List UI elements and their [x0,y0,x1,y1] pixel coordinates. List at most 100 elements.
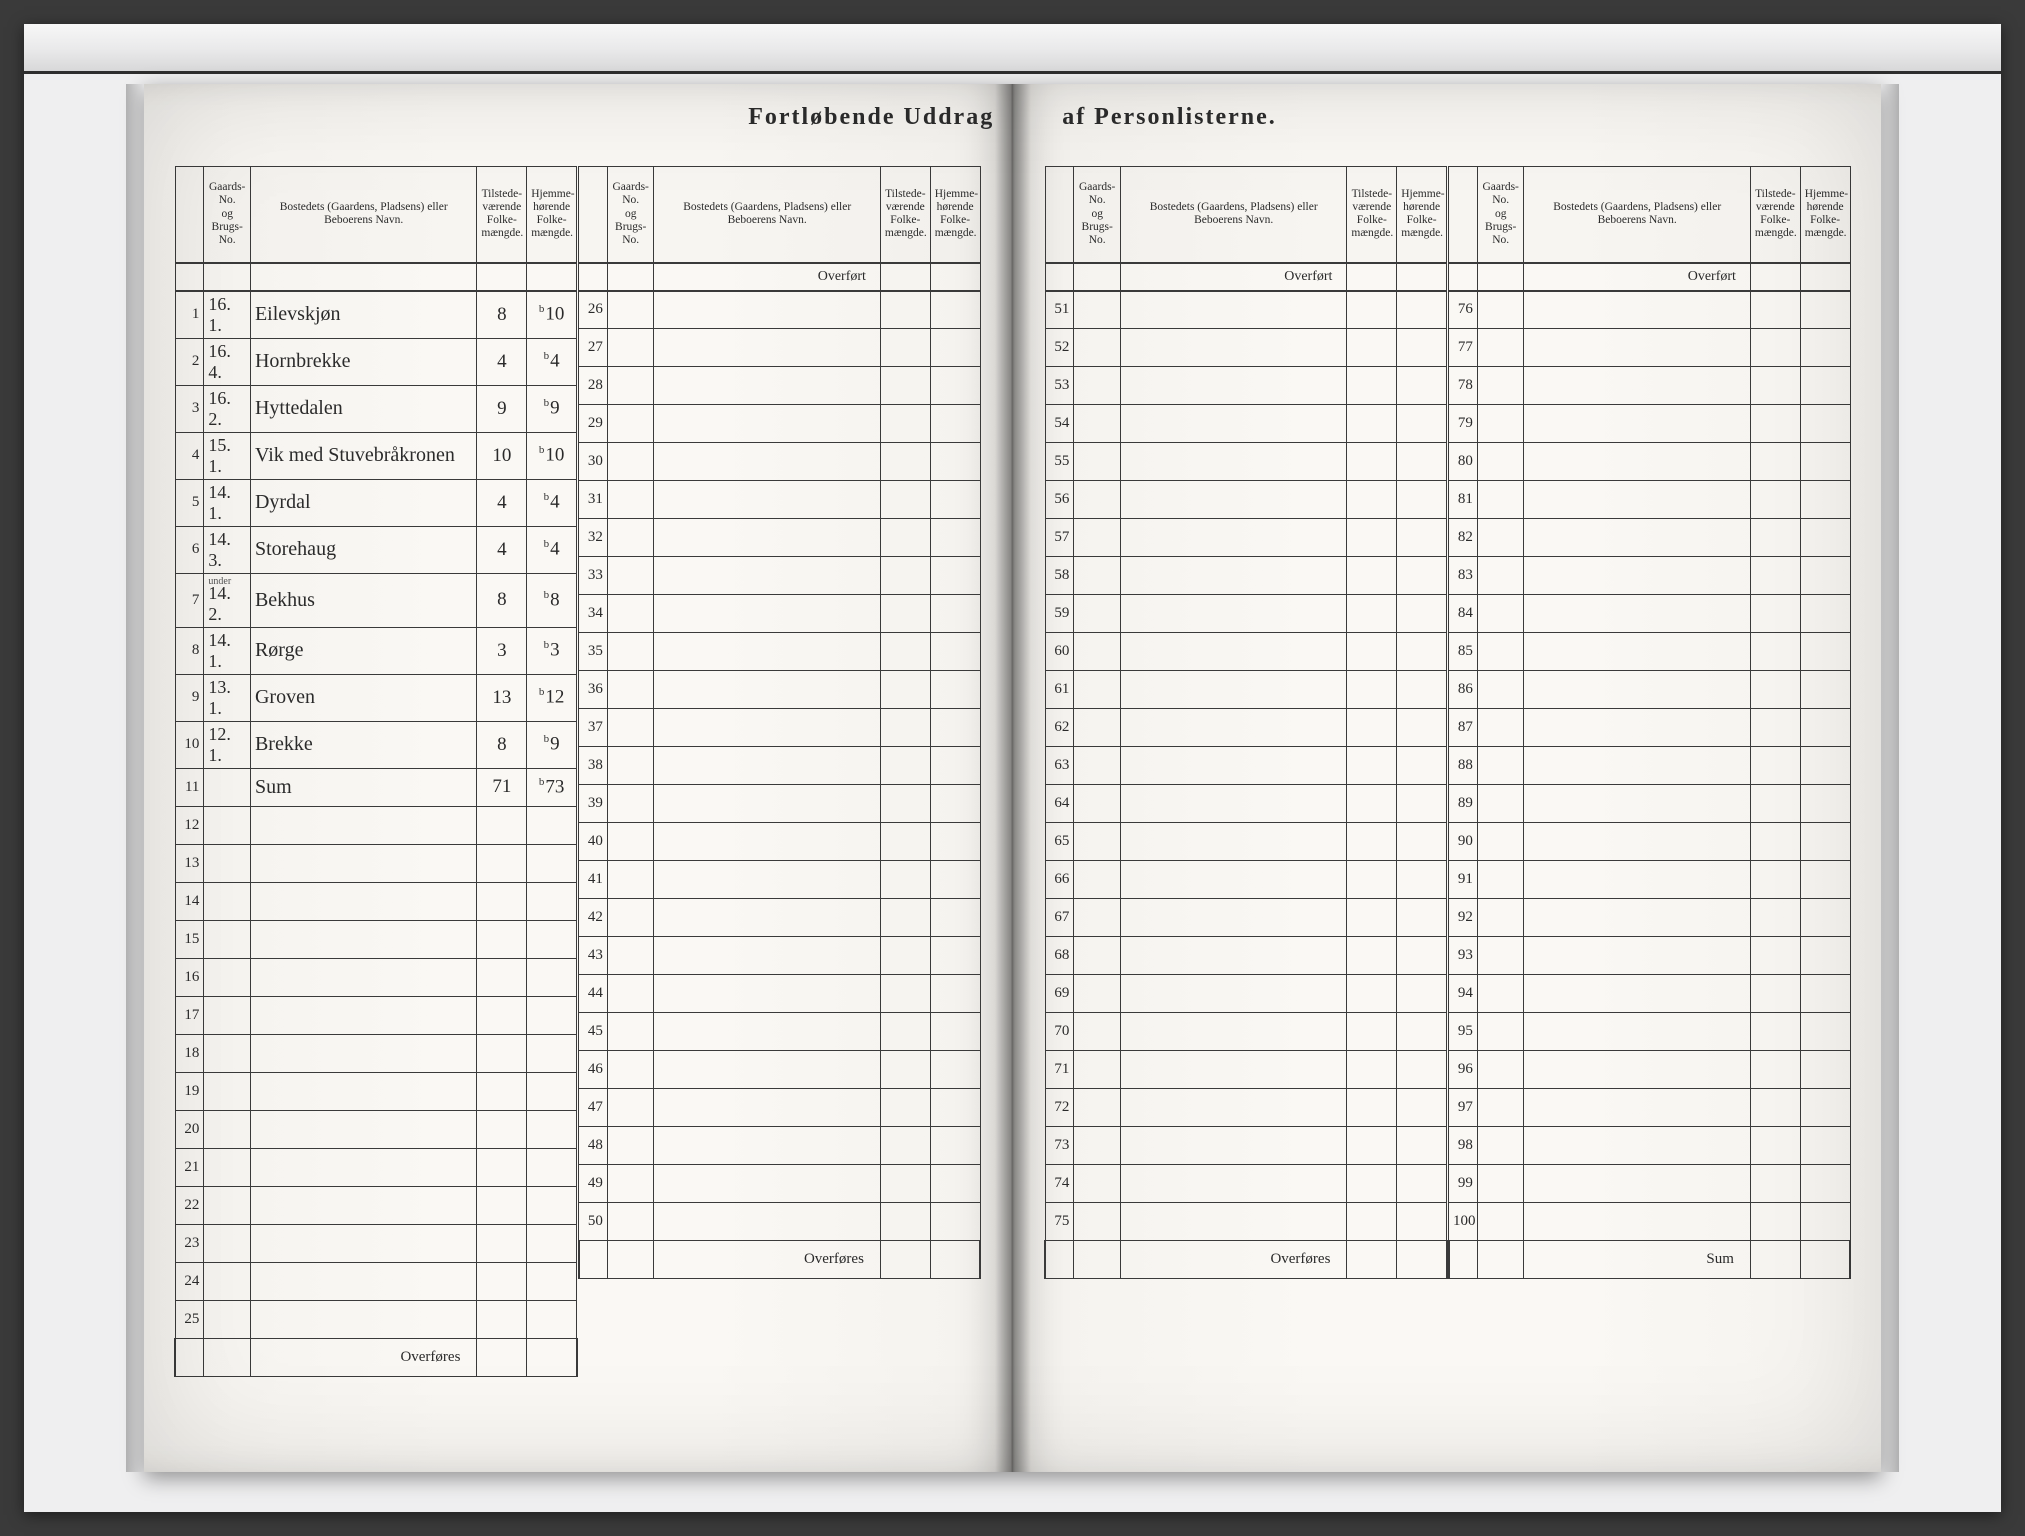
cell-gard [1477,1203,1524,1241]
overfort-row: Overført [1045,263,1447,291]
table-row: 116. 1.Eilevskjøn8b10 [175,291,577,339]
cell-name [1524,405,1750,443]
cell-gard: 14. 1. [204,627,251,674]
cell-name [1120,899,1346,937]
cell-no: 10 [175,721,204,768]
cell-no: 8 [175,627,204,674]
table-row: 514. 1.Dyrdal4b4 [175,479,577,526]
footer-label: Overføres [654,1241,880,1279]
cell-hjemme [1397,291,1447,329]
cell-name [1120,329,1346,367]
cell-hjemme [930,1165,980,1203]
cell-no: 4 [175,432,204,479]
cell-hjemme [527,920,577,958]
cell-hjemme [1397,443,1447,481]
cell-no: 11 [175,768,204,806]
cell-hjemme [930,633,980,671]
cell-tilstede [1347,1013,1397,1051]
cell-name [250,882,476,920]
cell-no: 74 [1045,1165,1074,1203]
cell-no: 48 [579,1127,608,1165]
cell-no: 37 [579,709,608,747]
cell-name [654,519,880,557]
cell-hjemme [1800,557,1850,595]
cell-no: 79 [1449,405,1478,443]
cell-gard [607,937,654,975]
cell-hjemme [1397,861,1447,899]
table-row: 83 [1449,557,1851,595]
cell-gard [607,291,654,329]
cell-tilstede [1347,481,1397,519]
ledger-table: Personliste- ns No.Gaards-No.ogBrugs-No.… [1448,166,1852,1279]
cell-no: 67 [1045,899,1074,937]
cell-name [654,443,880,481]
cell-no: 23 [175,1224,204,1262]
col-tilstede: Tilstede-værendeFolke-mængde. [1347,167,1397,263]
col-hjemme: Hjemme-hørendeFolke-mængde. [1800,167,1850,263]
table-row: 11Sum71b73 [175,768,577,806]
cell-hjemme [1397,709,1447,747]
cell-name [1524,329,1750,367]
cell-gard [607,633,654,671]
cell-tilstede [1750,1089,1800,1127]
cell-name [1120,747,1346,785]
cell-hjemme [1397,329,1447,367]
cell-gard: 14. 3. [204,526,251,573]
cell-hjemme [930,975,980,1013]
table-row: 95 [1449,1013,1851,1051]
cell-no: 78 [1449,367,1478,405]
table-row: 21 [175,1148,577,1186]
table-row: 73 [1045,1127,1447,1165]
table-row: 42 [579,899,981,937]
cell-name [1524,1051,1750,1089]
overfort-row [175,263,577,291]
cell-tilstede: 9 [477,385,527,432]
cell-tilstede [477,1148,527,1186]
table-row: 61 [1045,671,1447,709]
table-row: 20 [175,1110,577,1148]
cell-gard [204,844,251,882]
cell-no: 13 [175,844,204,882]
cell-gard [1477,519,1524,557]
cell-tilstede [477,920,527,958]
cell-hjemme [1800,671,1850,709]
cell-name [250,806,476,844]
cell-name [1120,975,1346,1013]
cell-hjemme [1800,405,1850,443]
cell-gard [1074,747,1121,785]
cell-name [1524,899,1750,937]
cell-hjemme [930,367,980,405]
cell-gard [607,1051,654,1089]
cell-gard [1074,1013,1121,1051]
cell-tilstede [880,633,930,671]
cell-hjemme [1397,1089,1447,1127]
cell-no: 14 [175,882,204,920]
cell-gard [607,405,654,443]
cell-hjemme [527,1148,577,1186]
cell-gard [1477,747,1524,785]
cell-gard: 15. 1. [204,432,251,479]
cell-name [250,996,476,1034]
cell-name [1524,747,1750,785]
table-row: 77 [1449,329,1851,367]
cell-no: 65 [1045,823,1074,861]
cell-no: 99 [1449,1165,1478,1203]
cell-gard [204,882,251,920]
table-row: 27 [579,329,981,367]
cell-hjemme [527,958,577,996]
cell-no: 82 [1449,519,1478,557]
col-personliste-no: Personliste- ns No. [579,167,608,263]
cell-tilstede [1750,633,1800,671]
cell-tilstede [1347,367,1397,405]
cell-no: 5 [175,479,204,526]
cell-tilstede [1750,557,1800,595]
cell-gard [607,671,654,709]
running-title: Fortløbende Uddrag af Personlisterne. [144,104,1881,131]
cell-tilstede [880,405,930,443]
overfort-row: Overført [579,263,981,291]
overfort-row: Overført [1449,263,1851,291]
ledger-book: Fortløbende Uddrag af Personlisterne. Pe… [144,84,1881,1472]
cell-gard [204,1224,251,1262]
cell-name: Rørge [250,627,476,674]
ledger-block-4: Personliste- ns No.Gaards-No.ogBrugs-No.… [1448,120,1852,1279]
